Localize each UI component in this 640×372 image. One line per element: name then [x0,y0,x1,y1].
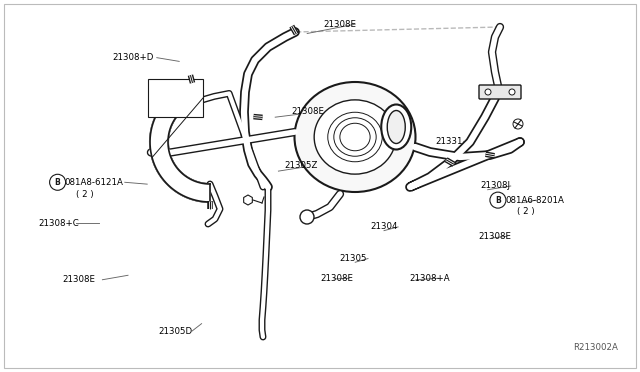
Polygon shape [150,84,210,202]
Text: 21308+D: 21308+D [112,53,154,62]
Text: B: B [495,196,500,205]
Text: 21308+C: 21308+C [38,219,79,228]
Text: R213002A: R213002A [573,343,618,352]
Text: ( 2 ): ( 2 ) [76,190,93,199]
Text: 21308E: 21308E [323,20,356,29]
Text: 21308+A: 21308+A [410,274,450,283]
Ellipse shape [314,100,396,174]
Text: 21308E: 21308E [291,107,324,116]
Text: 081A8-6121A: 081A8-6121A [64,178,123,187]
Circle shape [485,89,491,95]
Bar [148,79,203,117]
Ellipse shape [294,82,415,192]
Ellipse shape [387,110,405,144]
Text: 21305: 21305 [339,254,367,263]
Text: ( 2 ): ( 2 ) [517,207,535,216]
Text: 21331: 21331 [435,137,463,146]
Text: B: B [55,178,60,187]
Text: 21308E: 21308E [63,275,96,284]
Ellipse shape [381,105,412,150]
Text: 21308J: 21308J [480,182,510,190]
Text: 21305D: 21305D [159,327,193,336]
Circle shape [513,119,523,129]
Circle shape [300,210,314,224]
Text: 081A6-8201A: 081A6-8201A [506,196,564,205]
Circle shape [490,192,506,208]
FancyBboxPatch shape [479,85,521,99]
Circle shape [50,174,65,190]
Text: 21308E: 21308E [320,274,353,283]
Text: 21304: 21304 [370,222,397,231]
Text: 21305Z: 21305Z [285,161,318,170]
Circle shape [509,89,515,95]
Text: 21308E: 21308E [479,232,512,241]
